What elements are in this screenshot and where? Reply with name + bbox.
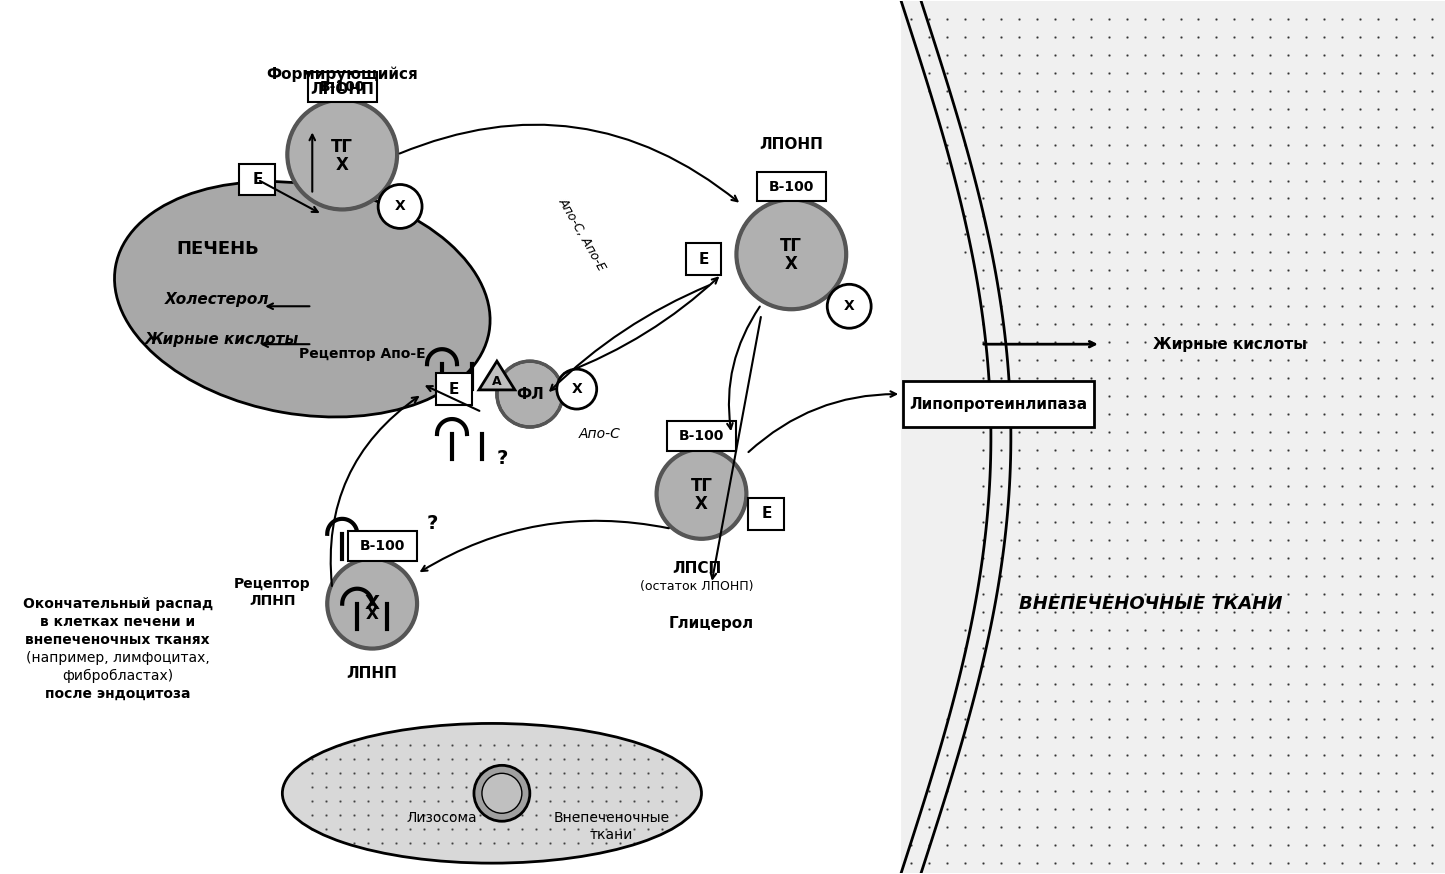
Ellipse shape (114, 182, 490, 417)
FancyBboxPatch shape (749, 498, 785, 530)
Text: ФЛ: ФЛ (516, 386, 543, 401)
Text: Холестерол: Холестерол (165, 292, 270, 308)
Text: В-100: В-100 (319, 80, 366, 94)
FancyBboxPatch shape (240, 163, 276, 196)
Text: Внепеченочные: Внепеченочные (553, 811, 669, 825)
Text: Апо-С: Апо-С (579, 427, 621, 441)
Text: фибробластах): фибробластах) (62, 669, 173, 683)
Text: Рецептор Апо-E: Рецептор Апо-E (299, 347, 425, 361)
FancyBboxPatch shape (348, 531, 416, 561)
Text: Рецептор: Рецептор (234, 577, 311, 591)
Text: ЛПОНП: ЛПОНП (760, 137, 824, 152)
Text: (например, лимфоцитах,: (например, лимфоцитах, (26, 650, 210, 664)
Text: Липопротеинлипаза: Липопротеинлипаза (909, 397, 1087, 412)
Text: в клетках печени и: в клетках печени и (40, 614, 195, 628)
Text: ТГ: ТГ (780, 238, 802, 255)
Text: E: E (449, 382, 460, 397)
Circle shape (656, 449, 747, 538)
FancyBboxPatch shape (668, 421, 736, 451)
Text: Х: Х (335, 156, 348, 174)
Text: Апо-С, Апо-E: Апо-С, Апо-E (555, 196, 608, 274)
Text: Х: Х (394, 199, 406, 213)
Text: ТГ: ТГ (691, 477, 712, 495)
Text: Х: Х (571, 382, 582, 396)
Circle shape (474, 766, 530, 822)
FancyBboxPatch shape (902, 1, 1445, 873)
FancyBboxPatch shape (436, 373, 473, 405)
Text: В-100: В-100 (769, 179, 814, 193)
FancyBboxPatch shape (903, 381, 1094, 427)
Text: Х: Х (695, 495, 708, 513)
Text: ткани: ткани (590, 829, 633, 843)
Text: Х: Х (785, 255, 798, 274)
Text: Жирные кислоты: Жирные кислоты (1153, 336, 1308, 351)
Text: ЛПНП: ЛПНП (249, 593, 296, 607)
Ellipse shape (282, 724, 701, 864)
FancyBboxPatch shape (308, 72, 377, 101)
Circle shape (379, 184, 422, 228)
Circle shape (497, 361, 562, 427)
Text: после эндоцитоза: после эндоцитоза (45, 686, 191, 700)
Text: Глицерол: Глицерол (669, 616, 754, 631)
Text: E: E (253, 172, 263, 187)
Text: Лизосома: Лизосома (406, 811, 477, 825)
Text: ЛПСП: ЛПСП (672, 561, 721, 576)
FancyBboxPatch shape (757, 171, 825, 202)
Text: E: E (698, 252, 708, 267)
Text: Х: Х (844, 299, 854, 313)
Text: В-100: В-100 (679, 429, 724, 443)
Text: ТГ: ТГ (331, 137, 353, 156)
Text: Окончательный распад: Окончательный распад (23, 597, 212, 611)
Text: В-100: В-100 (360, 538, 405, 552)
FancyBboxPatch shape (685, 243, 721, 275)
Text: А: А (493, 375, 501, 387)
Text: Х: Х (366, 605, 379, 622)
Text: Жирные кислоты: Жирные кислоты (146, 332, 299, 347)
Circle shape (556, 369, 597, 409)
Circle shape (288, 100, 397, 210)
Polygon shape (478, 361, 514, 390)
Circle shape (327, 558, 418, 649)
Text: ЛПОНП: ЛПОНП (311, 82, 374, 97)
Text: Формирующийся: Формирующийся (266, 67, 418, 82)
Text: ПЕЧЕНЬ: ПЕЧЕНЬ (176, 240, 259, 259)
Text: внепеченочных тканях: внепеченочных тканях (26, 633, 210, 647)
Circle shape (737, 199, 847, 309)
Circle shape (827, 284, 871, 329)
Text: ?: ? (426, 514, 438, 533)
Circle shape (483, 773, 522, 813)
Text: E: E (762, 506, 772, 522)
Text: ?: ? (496, 449, 507, 468)
Text: (остаток ЛПОНП): (остаток ЛПОНП) (640, 580, 753, 593)
Text: ВНЕПЕЧЕНОЧНЫЕ ТКАНИ: ВНЕПЕЧЕНОЧНЫЕ ТКАНИ (1019, 594, 1282, 613)
Text: Х: Х (364, 594, 380, 614)
Text: ЛПНП: ЛПНП (347, 666, 397, 681)
